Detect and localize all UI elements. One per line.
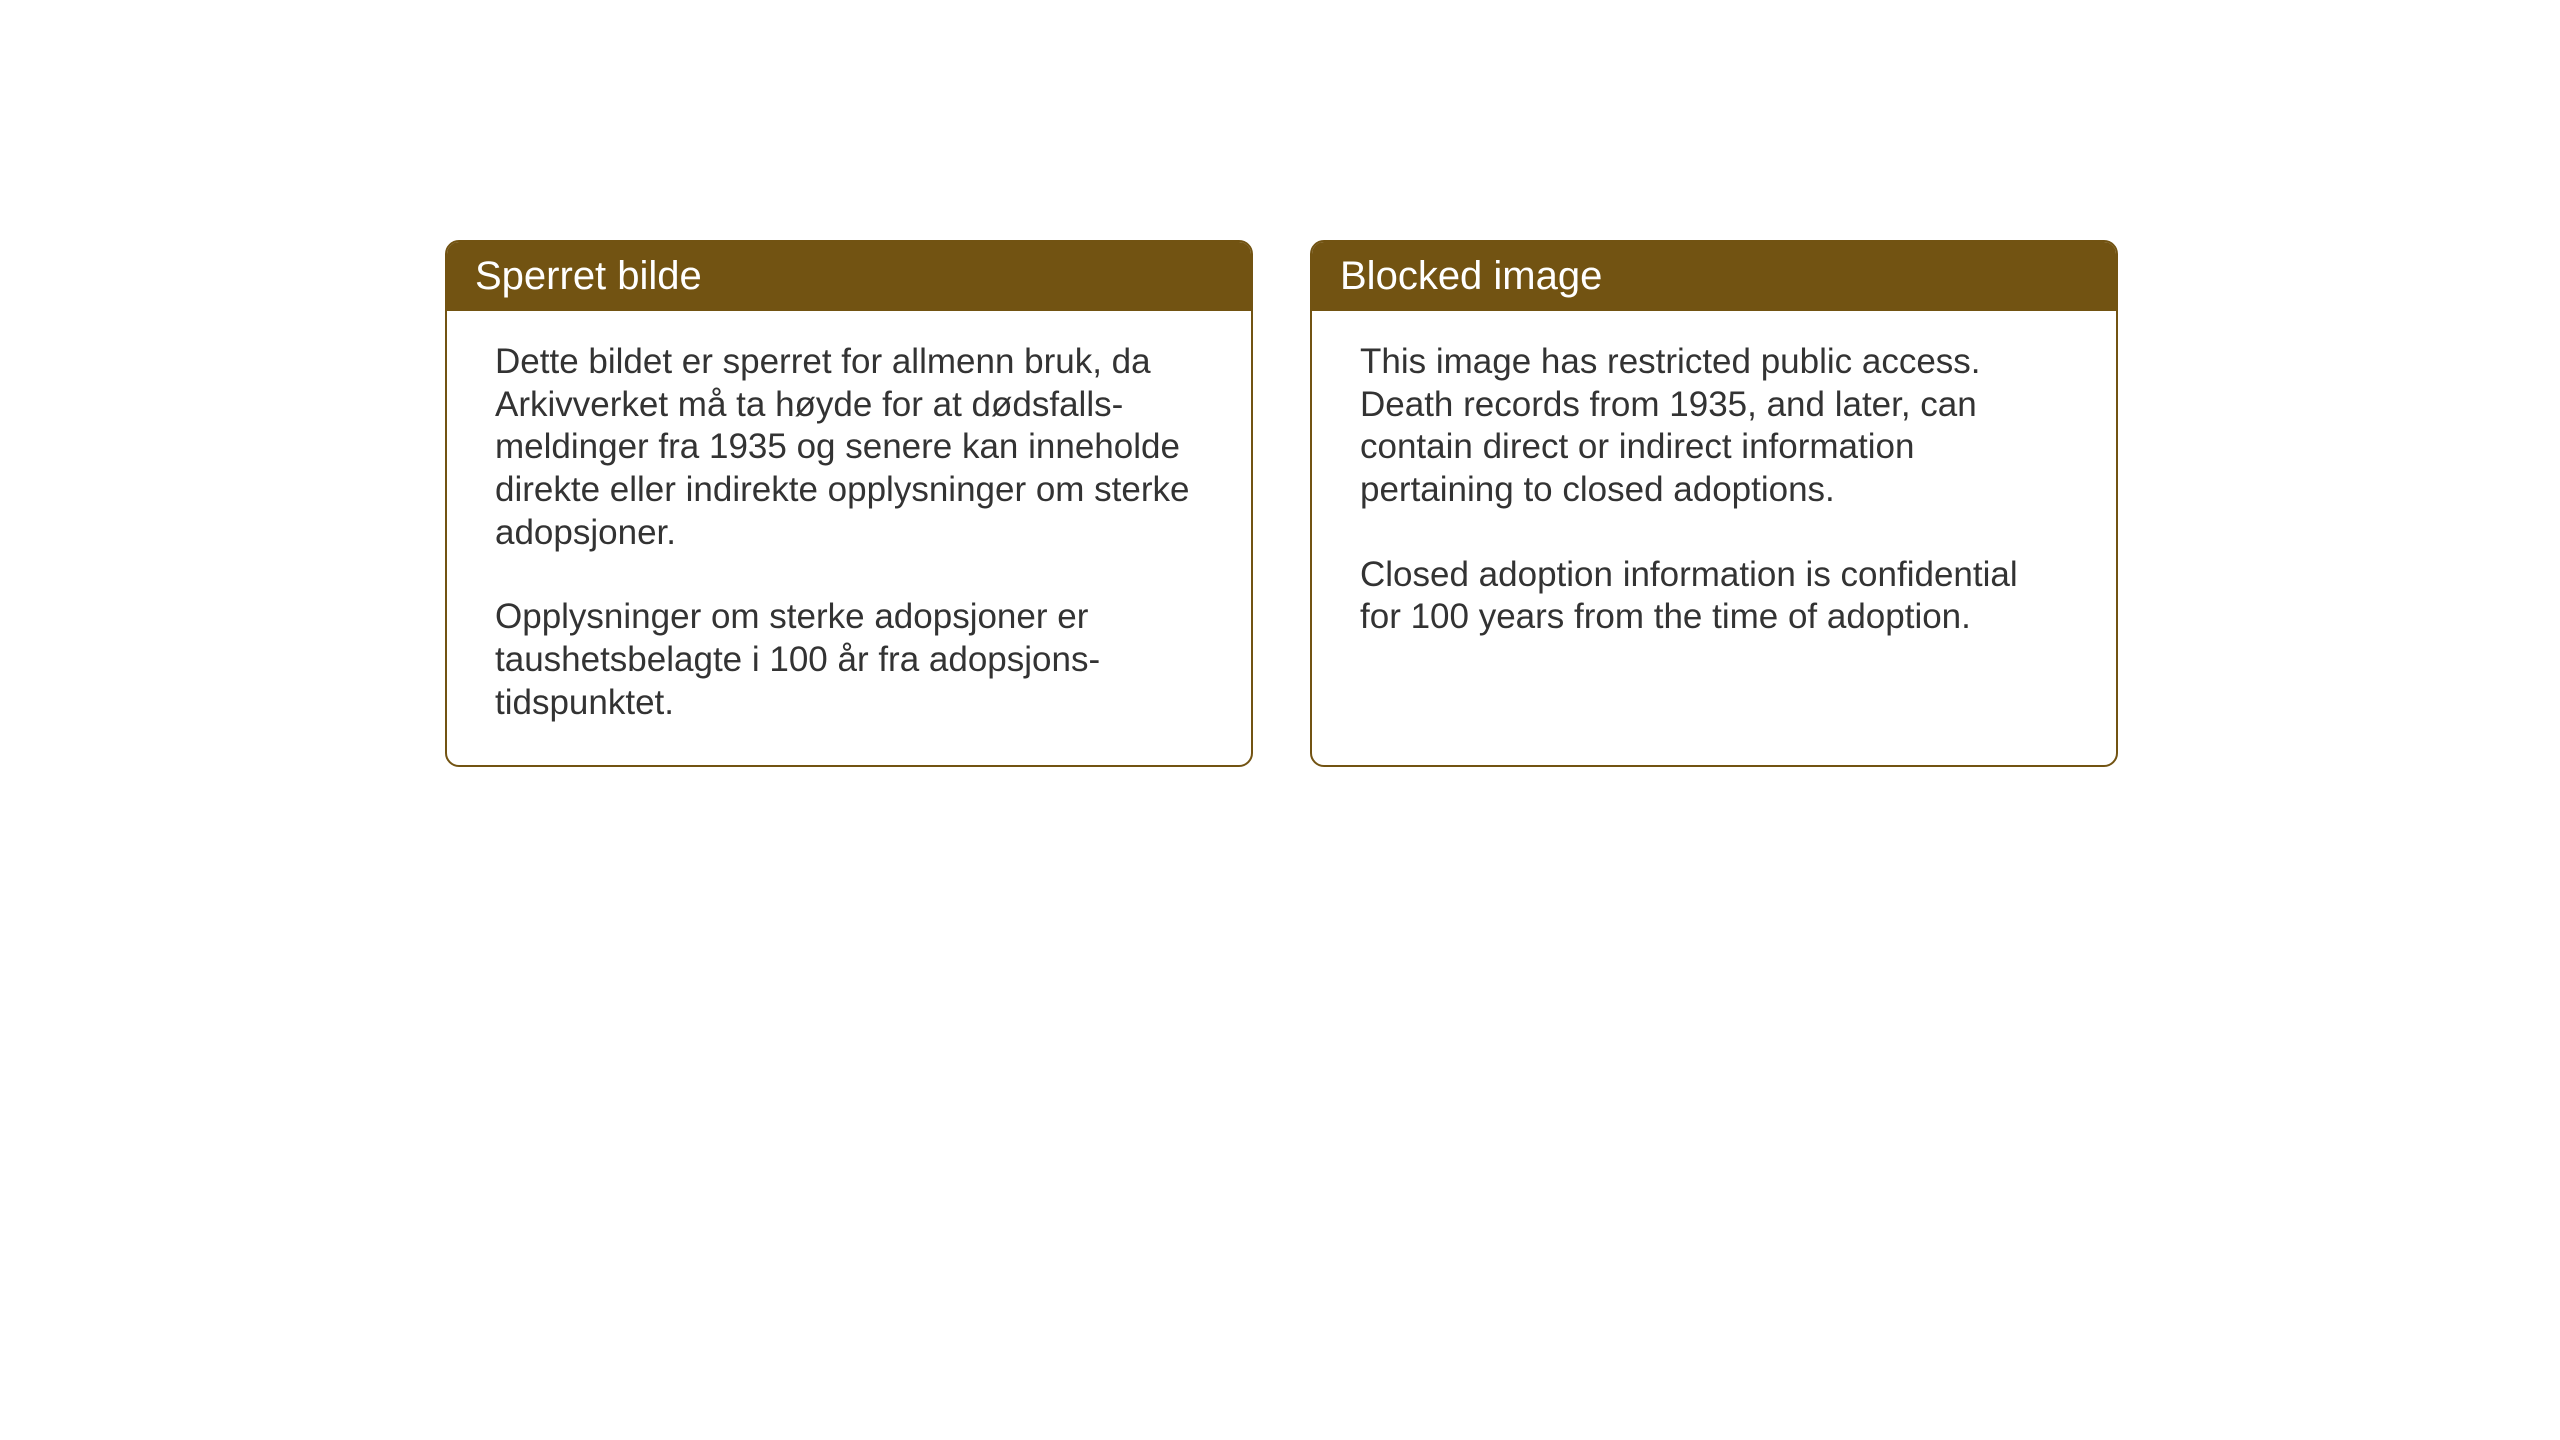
card-norwegian-header: Sperret bilde bbox=[447, 242, 1251, 311]
card-norwegian-paragraph-1: Dette bildet er sperret for allmenn bruk… bbox=[495, 341, 1203, 554]
card-english-paragraph-1: This image has restricted public access.… bbox=[1360, 341, 2068, 512]
card-english-body: This image has restricted public access.… bbox=[1312, 311, 2116, 679]
card-english-paragraph-2: Closed adoption information is confident… bbox=[1360, 554, 2068, 639]
card-english-title: Blocked image bbox=[1340, 254, 1602, 298]
card-norwegian-paragraph-2: Opplysninger om sterke adopsjoner er tau… bbox=[495, 596, 1203, 724]
card-norwegian-body: Dette bildet er sperret for allmenn bruk… bbox=[447, 311, 1251, 765]
cards-container: Sperret bilde Dette bildet er sperret fo… bbox=[445, 240, 2118, 767]
card-english-header: Blocked image bbox=[1312, 242, 2116, 311]
card-english: Blocked image This image has restricted … bbox=[1310, 240, 2118, 767]
card-norwegian: Sperret bilde Dette bildet er sperret fo… bbox=[445, 240, 1253, 767]
card-norwegian-title: Sperret bilde bbox=[475, 254, 702, 298]
